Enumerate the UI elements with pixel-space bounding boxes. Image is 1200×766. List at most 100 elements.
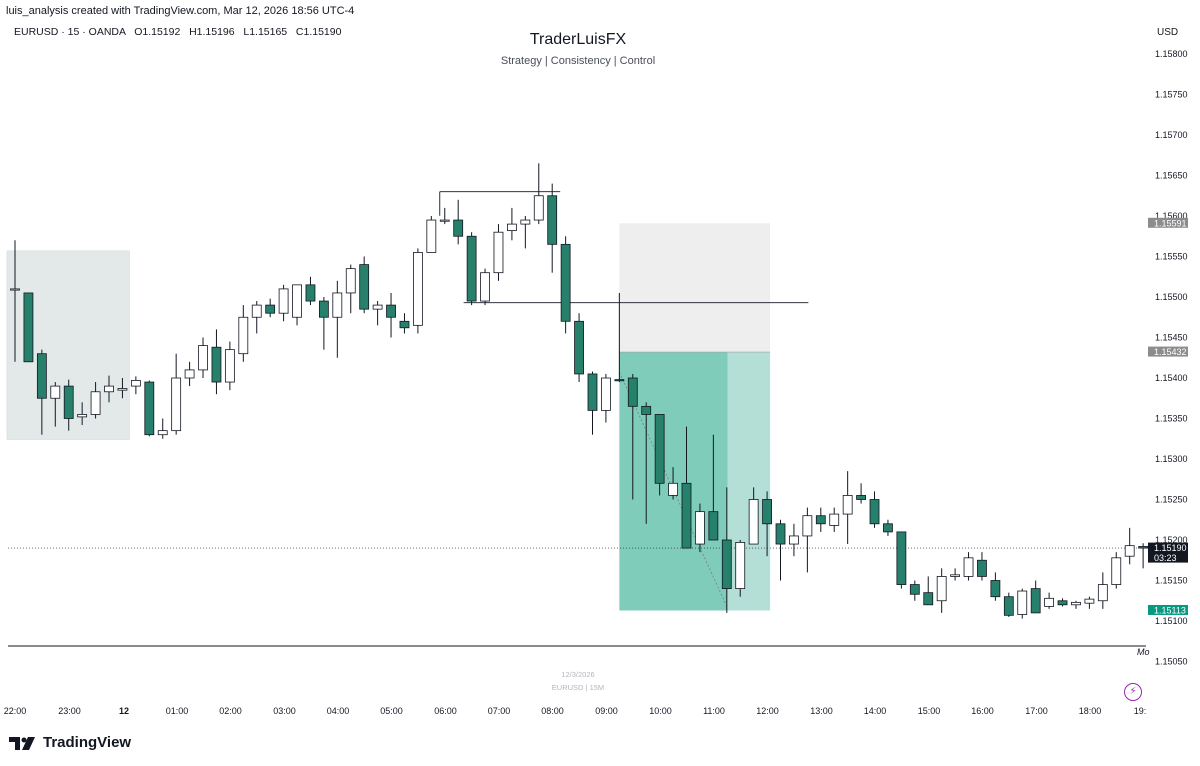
candle[interactable]	[1030, 588, 1041, 614]
candle[interactable]	[520, 219, 531, 225]
x-axis-overflow-label: Mo	[1137, 647, 1150, 657]
candle[interactable]	[923, 592, 934, 606]
candle[interactable]	[1084, 598, 1095, 604]
candle[interactable]	[50, 385, 61, 399]
candle[interactable]	[1044, 597, 1055, 607]
candle[interactable]	[278, 288, 289, 314]
candle[interactable]	[466, 235, 477, 302]
candle[interactable]	[856, 495, 866, 500]
take-profit-zone[interactable]	[727, 352, 771, 611]
candle[interactable]	[1097, 584, 1108, 602]
candle[interactable]	[90, 391, 101, 415]
candle[interactable]	[184, 369, 195, 379]
candle[interactable]	[842, 495, 853, 515]
candle[interactable]	[909, 584, 920, 595]
candle[interactable]	[412, 252, 423, 326]
candle[interactable]	[601, 377, 611, 411]
candle[interactable]	[23, 292, 34, 363]
candle[interactable]	[533, 195, 544, 221]
candle[interactable]	[547, 195, 558, 245]
y-axis-tick-label: 1.15600	[1155, 211, 1188, 221]
price-tag[interactable]	[1148, 346, 1188, 357]
candle[interactable]	[681, 482, 692, 549]
candle[interactable]	[775, 523, 786, 545]
candle[interactable]	[1138, 546, 1149, 549]
candle[interactable]	[372, 304, 383, 310]
candle[interactable]	[762, 499, 772, 525]
candle[interactable]	[359, 264, 370, 310]
candle[interactable]	[453, 219, 464, 237]
candle[interactable]	[896, 531, 907, 585]
candle[interactable]	[1017, 590, 1028, 615]
candle[interactable]	[587, 373, 598, 411]
candle[interactable]	[318, 300, 329, 318]
candle[interactable]	[735, 542, 746, 589]
candle[interactable]	[654, 414, 665, 484]
candle[interactable]	[198, 345, 208, 371]
candle[interactable]	[1003, 596, 1014, 616]
candle[interactable]	[10, 288, 20, 291]
candle[interactable]	[144, 381, 155, 436]
candle[interactable]	[305, 284, 316, 302]
y-axis-tick-label: 1.15150	[1155, 576, 1188, 586]
candle[interactable]	[238, 316, 249, 355]
candle[interactable]	[251, 304, 262, 318]
price-tag[interactable]	[1148, 604, 1188, 615]
symbol-ohlc-legend[interactable]: EURUSD · 15 · OANDA O1.15192 H1.15196 L1…	[14, 26, 342, 38]
candle[interactable]	[426, 219, 437, 253]
candle[interactable]	[869, 499, 880, 525]
candle[interactable]	[883, 523, 893, 533]
candle[interactable]	[171, 377, 182, 432]
candle[interactable]	[77, 414, 88, 418]
candle[interactable]	[211, 346, 222, 383]
candle[interactable]	[63, 385, 74, 419]
candle[interactable]	[265, 304, 276, 314]
candle[interactable]	[641, 405, 652, 415]
candle[interactable]	[439, 219, 450, 222]
candle[interactable]	[130, 380, 141, 387]
candle[interactable]	[789, 535, 799, 545]
candle[interactable]	[104, 385, 114, 393]
candle[interactable]	[695, 511, 705, 545]
candle[interactable]	[977, 559, 987, 577]
candle[interactable]	[560, 243, 571, 322]
candle[interactable]	[936, 576, 947, 602]
candle[interactable]	[345, 268, 356, 294]
candle[interactable]	[386, 304, 396, 318]
price-tag[interactable]	[1148, 217, 1188, 228]
candle[interactable]	[224, 349, 235, 383]
candle[interactable]	[815, 515, 826, 525]
candle[interactable]	[36, 353, 47, 399]
x-axis-tick-label: 05:00	[380, 706, 403, 716]
candle[interactable]	[574, 320, 584, 375]
candle[interactable]	[614, 379, 625, 382]
candle[interactable]	[399, 320, 410, 329]
candle[interactable]	[668, 482, 678, 496]
candle[interactable]	[1057, 600, 1068, 606]
candle[interactable]	[292, 284, 302, 318]
candle[interactable]	[963, 557, 974, 577]
candle[interactable]	[493, 231, 504, 274]
candle[interactable]	[829, 513, 840, 526]
candle[interactable]	[1071, 601, 1081, 606]
lightning-icon[interactable]: ⚡	[1124, 683, 1142, 701]
candle[interactable]	[480, 272, 490, 302]
candle[interactable]	[950, 574, 960, 577]
price-tag[interactable]	[1148, 542, 1188, 563]
candle[interactable]	[1124, 545, 1135, 557]
candle[interactable]	[627, 377, 638, 407]
x-axis-tick-label: 13:00	[810, 706, 833, 716]
candle[interactable]	[990, 580, 1001, 598]
candle[interactable]	[748, 499, 759, 545]
candle[interactable]	[802, 515, 813, 537]
candle[interactable]	[507, 223, 517, 231]
candle[interactable]	[332, 292, 343, 318]
candle[interactable]	[157, 430, 168, 436]
candle[interactable]	[117, 388, 128, 391]
candle[interactable]	[708, 511, 719, 541]
candle[interactable]	[721, 539, 732, 589]
currency-label[interactable]: USD	[1157, 27, 1179, 38]
stop-loss-zone[interactable]	[619, 223, 771, 353]
candle[interactable]	[1111, 557, 1122, 585]
